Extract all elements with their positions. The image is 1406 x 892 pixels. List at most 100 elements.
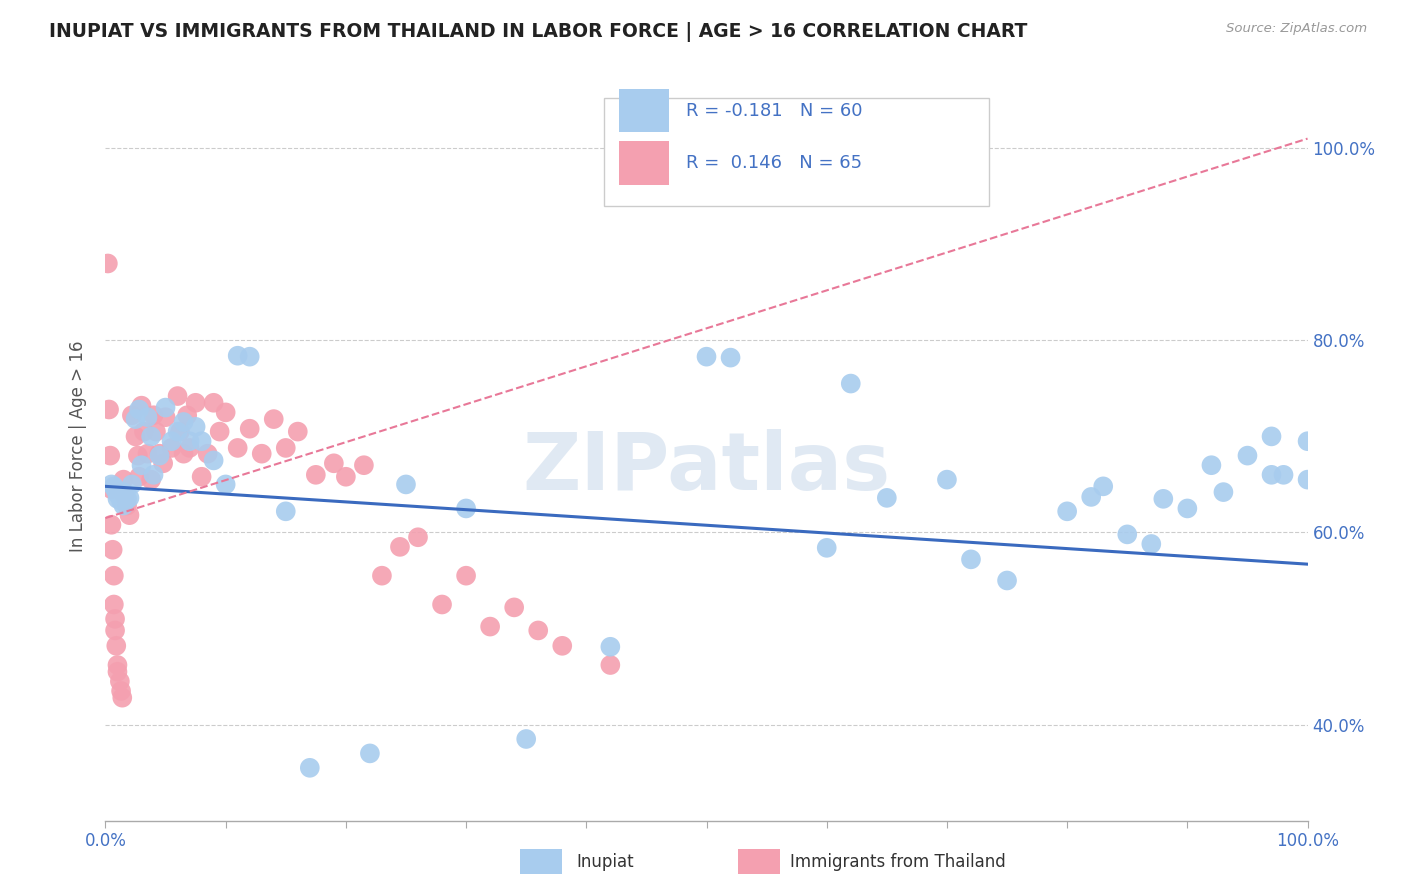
Point: [208, 425, 231, 439]
Point: [226, 349, 249, 363]
Point: [226, 441, 249, 455]
Point: [1140, 537, 1163, 551]
Point: [107, 658, 129, 673]
Point: [371, 568, 394, 582]
Point: [1260, 467, 1282, 482]
Point: [100, 482, 122, 496]
FancyBboxPatch shape: [605, 97, 988, 206]
Text: INUPIAT VS IMMIGRANTS FROM THAILAND IN LABOR FORCE | AGE > 16 CORRELATION CHART: INUPIAT VS IMMIGRANTS FROM THAILAND IN L…: [49, 22, 1028, 42]
Point: [1236, 449, 1258, 463]
Text: R = -0.181   N = 60: R = -0.181 N = 60: [686, 102, 862, 120]
Point: [515, 731, 537, 746]
Point: [127, 449, 149, 463]
Point: [115, 499, 138, 513]
Point: [166, 389, 188, 403]
Point: [335, 469, 357, 483]
Point: [104, 624, 127, 638]
Point: [107, 665, 129, 679]
Point: [503, 600, 526, 615]
Point: [395, 477, 418, 491]
Point: [139, 473, 162, 487]
Point: [298, 761, 321, 775]
Point: [160, 441, 183, 455]
Point: [1296, 473, 1319, 487]
Point: [112, 499, 135, 513]
Point: [107, 487, 129, 501]
Point: [1092, 479, 1115, 493]
Point: [160, 434, 183, 449]
Point: [274, 441, 297, 455]
Point: [148, 447, 170, 461]
Point: [97, 256, 120, 270]
Point: [98, 402, 121, 417]
Point: [103, 568, 125, 582]
Point: [179, 441, 201, 455]
Point: [132, 425, 155, 439]
FancyBboxPatch shape: [619, 89, 669, 132]
Point: [112, 485, 135, 500]
Point: [118, 508, 141, 523]
Point: [551, 639, 574, 653]
Point: [214, 477, 236, 491]
Point: [103, 479, 125, 493]
FancyBboxPatch shape: [619, 141, 669, 185]
Point: [112, 473, 135, 487]
Point: [1260, 429, 1282, 443]
Point: [1116, 527, 1139, 541]
Point: [145, 425, 167, 439]
Point: [169, 425, 191, 439]
Point: [103, 598, 125, 612]
Point: [839, 376, 862, 391]
Point: [1272, 467, 1295, 482]
Point: [121, 409, 143, 423]
Point: [479, 619, 502, 633]
Point: [1080, 490, 1102, 504]
Point: [110, 684, 132, 698]
Point: [98, 449, 121, 463]
Point: [139, 429, 162, 443]
Point: [1201, 458, 1223, 473]
Text: Immigrants from Thailand: Immigrants from Thailand: [790, 853, 1005, 871]
Point: [105, 639, 128, 653]
Point: [305, 467, 328, 482]
Point: [456, 501, 478, 516]
Point: [152, 456, 174, 470]
Point: [108, 674, 131, 689]
Point: [124, 412, 146, 426]
Point: [184, 396, 207, 410]
Y-axis label: In Labor Force | Age > 16: In Labor Force | Age > 16: [69, 340, 87, 552]
Point: [118, 491, 141, 505]
Point: [166, 425, 188, 439]
Point: [1056, 504, 1078, 518]
Point: [136, 447, 159, 461]
Point: [876, 491, 898, 505]
Point: [388, 540, 411, 554]
Point: [101, 542, 124, 557]
Point: [121, 477, 143, 491]
Text: Inupiat: Inupiat: [576, 853, 634, 871]
Point: [599, 658, 621, 673]
Point: [322, 456, 344, 470]
Point: [202, 453, 225, 467]
Point: [720, 351, 742, 365]
Point: [250, 447, 273, 461]
Point: [599, 640, 621, 654]
Point: [197, 447, 219, 461]
Text: Source: ZipAtlas.com: Source: ZipAtlas.com: [1226, 22, 1367, 36]
Point: [287, 425, 309, 439]
Point: [155, 410, 177, 425]
Point: [696, 350, 718, 364]
Point: [1296, 434, 1319, 449]
Point: [1177, 501, 1199, 516]
Point: [406, 530, 429, 544]
Point: [107, 491, 129, 506]
Point: [1212, 485, 1234, 500]
Point: [184, 419, 207, 434]
Point: [104, 612, 127, 626]
Point: [353, 458, 375, 473]
Point: [960, 552, 983, 566]
Point: [128, 469, 150, 483]
Point: [131, 458, 153, 473]
Point: [190, 434, 212, 449]
Point: [527, 624, 550, 638]
